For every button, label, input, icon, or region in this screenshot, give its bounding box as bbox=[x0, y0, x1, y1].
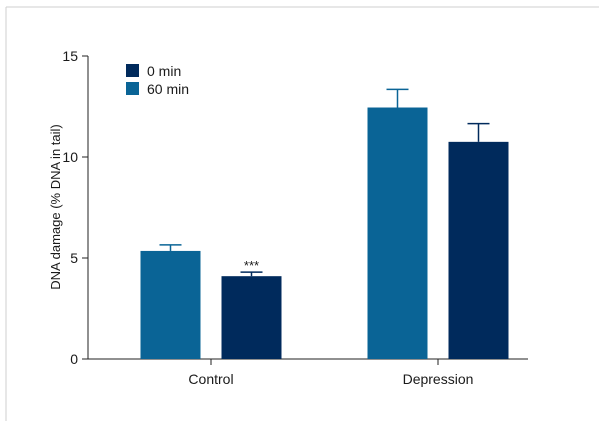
y-tick-label: 0 bbox=[70, 351, 78, 367]
bar-0min-control bbox=[221, 276, 282, 359]
bar-60min-depression bbox=[367, 107, 428, 359]
bar-0min-depression bbox=[448, 141, 509, 359]
bar-60min-control bbox=[140, 250, 201, 359]
x-category-label: Control bbox=[188, 371, 233, 387]
y-axis-label: DNA damage (% DNA in tail) bbox=[48, 124, 63, 289]
legend: 0 min 60 min bbox=[126, 63, 189, 97]
y-tick-label: 15 bbox=[62, 48, 78, 64]
y-tick-label: 5 bbox=[70, 250, 78, 266]
plot-area: 0 5 10 15 Control *** Depression bbox=[62, 48, 528, 387]
legend-label: 60 min bbox=[147, 81, 189, 97]
legend-swatch bbox=[126, 64, 139, 77]
significance-annotation: *** bbox=[244, 258, 259, 273]
y-tick-label: 10 bbox=[62, 149, 78, 165]
x-category-label: Depression bbox=[403, 371, 474, 387]
legend-swatch bbox=[126, 82, 139, 95]
legend-label: 0 min bbox=[147, 63, 181, 79]
